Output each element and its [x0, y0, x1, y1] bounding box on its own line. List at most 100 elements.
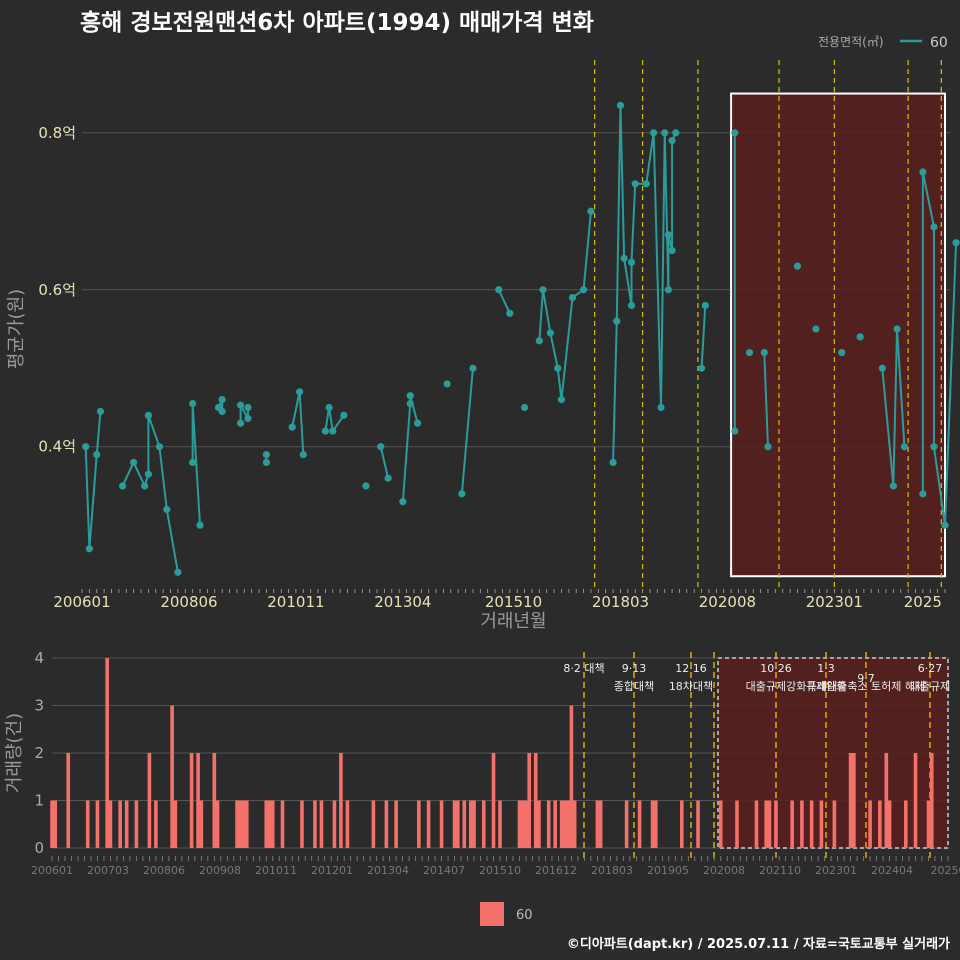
volume-bar [345, 800, 350, 848]
price-line-segment [401, 403, 412, 502]
volume-y-tick-label: 4 [34, 649, 44, 667]
volume-bar [468, 800, 473, 848]
volume-bar [533, 753, 538, 848]
volume-y-tick-label: 2 [34, 744, 44, 762]
price-line-segment [497, 289, 511, 314]
volume-bar [553, 800, 557, 848]
price-line-segment [460, 368, 474, 494]
policy-label-date: 10·26 [760, 662, 792, 675]
volume-bar [147, 753, 152, 848]
volume-bar [235, 800, 239, 848]
price-line-segment [881, 368, 895, 487]
price-line-segment [700, 305, 707, 369]
price-point [236, 401, 245, 409]
volume-bar [426, 800, 431, 848]
price-point [952, 239, 960, 247]
price-line-segment [147, 415, 161, 448]
volume-bar [887, 800, 892, 848]
volume-x-tick-label: 201407 [423, 864, 465, 877]
volume-bar [173, 800, 178, 848]
price-point [189, 458, 197, 467]
legend-title: 전용면적(㎡) [818, 35, 884, 49]
price-x-tick-label: 202008 [699, 593, 756, 611]
price-point [325, 403, 333, 412]
volume-y-axis-title: 거래량(건) [4, 713, 25, 793]
price-point [900, 443, 909, 451]
volume-bar [332, 800, 337, 848]
price-line-segment [538, 289, 545, 341]
volume-bar [455, 800, 460, 848]
policy-label-date: 12·16 [675, 662, 707, 675]
price-point [535, 337, 543, 345]
price-line-segment [619, 105, 626, 259]
price-x-tick-label: 200806 [160, 593, 217, 611]
volume-bar [108, 800, 113, 848]
volume-bar [472, 800, 476, 848]
price-point [155, 443, 164, 451]
volume-bar [654, 800, 658, 848]
volume-bar [154, 800, 158, 848]
price-point [616, 101, 625, 109]
volume-y-tick-label: 0 [34, 839, 44, 857]
price-x-tick-label: 201510 [485, 593, 542, 611]
price-point [321, 427, 330, 435]
price-point [731, 129, 739, 137]
volume-bar [809, 800, 814, 848]
price-point [469, 364, 477, 372]
volume-bar [498, 800, 502, 848]
volume-x-tick-label: 202404 [871, 864, 913, 877]
price-point [668, 246, 676, 255]
price-point [731, 427, 739, 435]
volume-bar [790, 800, 794, 848]
price-line-segment [191, 403, 202, 526]
volume-bar [95, 800, 100, 848]
price-line-segment [892, 328, 899, 486]
volume-bar [929, 753, 934, 848]
volume-bar [569, 705, 574, 848]
volume-bar [696, 800, 700, 848]
price-y-tick-label: 0.6억 [38, 281, 76, 299]
volume-bar [267, 800, 272, 848]
price-point [520, 403, 529, 412]
price-point [495, 286, 503, 294]
price-point [96, 407, 105, 416]
legend-series-label: 60 [930, 35, 948, 51]
volume-bar [848, 753, 853, 848]
volume-bar [832, 800, 837, 848]
price-line-segment [932, 446, 946, 526]
volume-bar [884, 753, 889, 848]
chart-title: 흥해 경보전원맨션6차 아파트(1994) 매매가격 변화 [80, 10, 594, 36]
volume-bar [650, 800, 655, 848]
price-line-segment [298, 391, 305, 455]
volume-x-tick-label: 201905 [647, 864, 689, 877]
price-point [443, 380, 451, 388]
volume-bar [371, 800, 376, 848]
volume-x-tick-label: 201011 [255, 864, 297, 877]
price-point [93, 450, 101, 459]
price-point [141, 482, 149, 490]
volume-bar [572, 800, 577, 848]
policy-label-date: 1·3 [817, 662, 835, 675]
volume-y-tick-label: 3 [34, 697, 44, 715]
volume-bar [624, 800, 629, 848]
price-point [793, 262, 802, 270]
price-point [579, 286, 588, 294]
volume-bar [679, 800, 684, 848]
price-point [262, 450, 271, 459]
volume-bar [563, 800, 567, 848]
price-point [650, 129, 658, 137]
price-point [174, 568, 182, 576]
volume-bar [598, 800, 603, 848]
volume-bar [270, 800, 275, 848]
price-point [657, 403, 665, 412]
price-line-segment [379, 446, 390, 479]
price-point [554, 364, 562, 372]
price-point [458, 490, 466, 498]
volume-bar [926, 800, 931, 848]
price-point [506, 309, 514, 317]
price-line-segment [763, 352, 769, 447]
volume-bar [280, 800, 285, 848]
volume-bar [105, 658, 109, 848]
price-point [144, 411, 152, 419]
price-point [539, 286, 547, 294]
